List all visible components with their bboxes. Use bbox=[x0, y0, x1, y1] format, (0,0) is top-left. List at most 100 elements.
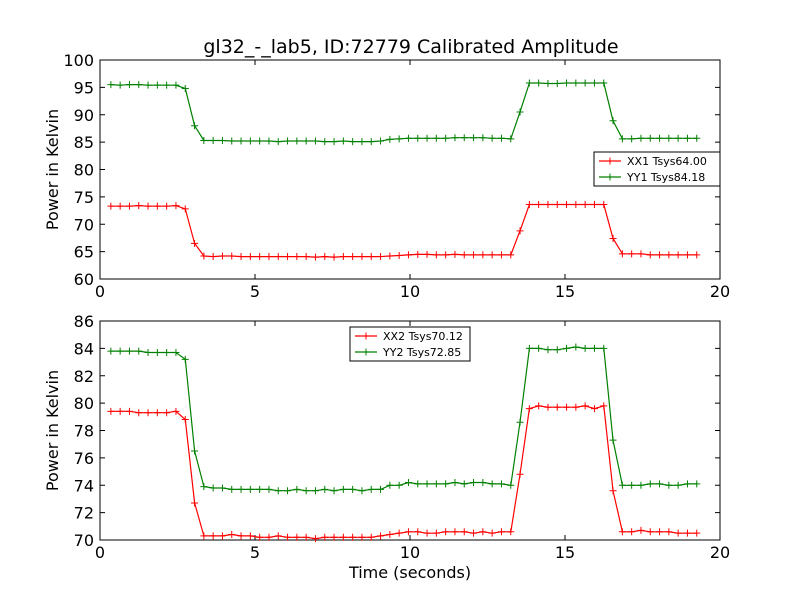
data-point-marker bbox=[237, 532, 245, 540]
legend-marker bbox=[606, 157, 614, 165]
data-point-marker bbox=[460, 251, 468, 259]
data-point-marker bbox=[209, 484, 217, 492]
data-point-marker bbox=[144, 348, 152, 356]
data-point-marker bbox=[265, 533, 273, 541]
data-point-marker bbox=[497, 480, 505, 488]
data-point-marker bbox=[535, 344, 543, 352]
legend-marker bbox=[362, 332, 370, 340]
data-point-marker bbox=[693, 134, 701, 142]
y-tick-label: 84 bbox=[74, 339, 94, 358]
legend-box bbox=[349, 326, 471, 362]
data-point-marker bbox=[516, 227, 524, 235]
data-point-marker bbox=[414, 250, 422, 258]
data-point-marker bbox=[125, 202, 133, 210]
data-point-marker bbox=[665, 481, 673, 489]
data-point-marker bbox=[200, 136, 208, 144]
data-point-marker bbox=[386, 531, 394, 539]
legend-label: YY2 Tsys72.85 bbox=[382, 346, 461, 359]
data-point-marker bbox=[581, 344, 589, 352]
y-tick-label: 80 bbox=[74, 161, 94, 180]
data-point-marker bbox=[553, 403, 561, 411]
data-point-marker bbox=[618, 135, 626, 143]
data-point-marker bbox=[339, 253, 347, 261]
data-point-marker bbox=[488, 251, 496, 259]
data-point-marker bbox=[600, 79, 608, 87]
data-point-marker bbox=[656, 528, 664, 536]
data-point-marker bbox=[107, 81, 115, 89]
data-point-marker bbox=[674, 481, 682, 489]
data-point-marker bbox=[349, 533, 357, 541]
data-point-marker bbox=[200, 532, 208, 540]
data-point-marker bbox=[470, 251, 478, 259]
data-point-marker bbox=[125, 347, 133, 355]
data-point-marker bbox=[153, 202, 161, 210]
data-point-marker bbox=[256, 137, 264, 145]
data-point-marker bbox=[497, 134, 505, 142]
data-point-marker bbox=[116, 347, 124, 355]
data-point-marker bbox=[572, 403, 580, 411]
data-point-marker bbox=[218, 484, 226, 492]
data-point-marker bbox=[628, 481, 636, 489]
data-point-marker bbox=[395, 529, 403, 537]
data-point-marker bbox=[609, 117, 617, 125]
data-point-marker bbox=[535, 201, 543, 209]
data-point-marker bbox=[423, 529, 431, 537]
data-point-marker bbox=[637, 134, 645, 142]
data-point-marker bbox=[432, 480, 440, 488]
data-point-marker bbox=[274, 532, 282, 540]
data-point-marker bbox=[618, 481, 626, 489]
data-point-marker bbox=[693, 251, 701, 259]
data-point-marker bbox=[395, 481, 403, 489]
x-tick-label: 5 bbox=[250, 543, 260, 562]
data-point-marker bbox=[674, 134, 682, 142]
y-tick-label: 82 bbox=[74, 367, 94, 386]
data-point-marker bbox=[377, 485, 385, 493]
data-point-marker bbox=[497, 528, 505, 536]
data-point-marker bbox=[404, 479, 412, 487]
data-point-marker bbox=[507, 481, 515, 489]
data-point-marker bbox=[646, 528, 654, 536]
data-point-marker bbox=[656, 480, 664, 488]
data-point-marker bbox=[218, 252, 226, 260]
data-point-marker bbox=[181, 84, 189, 92]
data-point-marker bbox=[590, 79, 598, 87]
data-point-marker bbox=[414, 134, 422, 142]
data-point-marker bbox=[209, 136, 217, 144]
data-point-marker bbox=[135, 202, 143, 210]
data-point-marker bbox=[339, 533, 347, 541]
data-point-marker bbox=[228, 252, 236, 260]
data-point-marker bbox=[525, 344, 533, 352]
data-point-marker bbox=[525, 405, 533, 413]
data-point-marker bbox=[683, 251, 691, 259]
data-point-marker bbox=[163, 81, 171, 89]
data-point-marker bbox=[284, 533, 292, 541]
data-point-marker bbox=[256, 533, 264, 541]
data-point-marker bbox=[544, 80, 552, 88]
data-point-marker bbox=[423, 480, 431, 488]
data-point-marker bbox=[237, 485, 245, 493]
data-point-marker bbox=[265, 485, 273, 493]
data-point-marker bbox=[414, 480, 422, 488]
data-point-marker bbox=[349, 485, 357, 493]
data-point-marker bbox=[246, 485, 254, 493]
y-tick-label: 65 bbox=[74, 243, 94, 262]
data-point-marker bbox=[256, 485, 264, 493]
data-point-marker bbox=[218, 136, 226, 144]
data-point-marker bbox=[311, 535, 319, 543]
data-point-marker bbox=[358, 533, 366, 541]
data-point-marker bbox=[284, 487, 292, 495]
data-point-marker bbox=[544, 201, 552, 209]
legend-label: YY1 Tsys84.18 bbox=[626, 171, 705, 184]
data-point-marker bbox=[581, 79, 589, 87]
x-tick-label: 0 bbox=[95, 543, 105, 562]
data-point-marker bbox=[507, 135, 515, 143]
data-point-marker bbox=[377, 253, 385, 261]
data-point-marker bbox=[581, 201, 589, 209]
data-point-marker bbox=[274, 138, 282, 146]
data-point-marker bbox=[172, 407, 180, 415]
data-point-marker bbox=[628, 135, 636, 143]
data-point-marker bbox=[107, 347, 115, 355]
data-point-marker bbox=[395, 135, 403, 143]
data-point-marker bbox=[293, 137, 301, 145]
data-point-marker bbox=[144, 409, 152, 417]
